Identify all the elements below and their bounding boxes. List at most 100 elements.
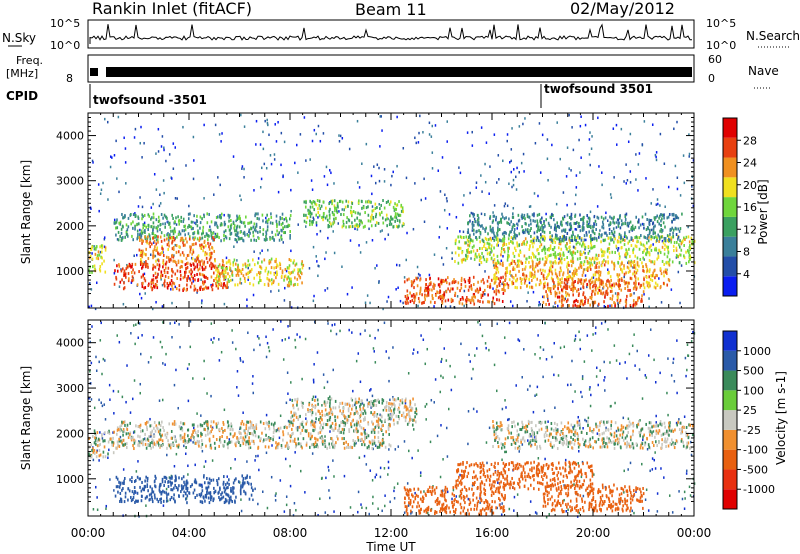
heatmap-cell (137, 336, 140, 339)
heatmap-cell (626, 221, 629, 225)
heatmap-cell (129, 264, 131, 268)
heatmap-cell (481, 293, 484, 297)
heatmap-cell (396, 482, 399, 485)
heatmap-cell (195, 259, 198, 263)
heatmap-cell (301, 281, 303, 285)
heatmap-cell (683, 236, 685, 240)
heatmap-cell (393, 496, 396, 500)
heatmap-cell (461, 302, 464, 306)
heatmap-cell (496, 233, 499, 237)
heatmap-cell (142, 281, 144, 285)
heatmap-cell (90, 288, 93, 291)
heatmap-cell (174, 243, 177, 247)
heatmap-cell (497, 270, 500, 274)
heatmap-cell (433, 283, 436, 287)
heatmap-cell (514, 262, 517, 266)
heatmap-cell (469, 279, 471, 283)
heatmap-cell (470, 287, 473, 291)
heatmap-cell (278, 238, 281, 242)
heatmap-cell (603, 300, 605, 304)
heatmap-cell (113, 412, 115, 415)
heatmap-cell (155, 276, 157, 280)
heatmap-cell (512, 178, 515, 182)
heatmap-cell (607, 271, 609, 275)
heatmap-cell (299, 335, 301, 339)
heatmap-cell (513, 168, 515, 171)
heatmap-cell (139, 196, 141, 199)
heatmap-cell (611, 297, 614, 301)
heatmap-cell (392, 395, 394, 399)
heatmap-cell (595, 277, 598, 281)
heatmap-cell (536, 263, 539, 267)
heatmap-cell (181, 265, 183, 269)
heatmap-cell (465, 241, 467, 245)
heatmap-cell (281, 271, 284, 275)
heatmap-cell (406, 482, 409, 485)
heatmap-cell (175, 223, 178, 226)
heatmap-cell (528, 205, 531, 209)
heatmap-cell (608, 227, 611, 231)
heatmap-cell (563, 236, 566, 240)
heatmap-cell (190, 281, 193, 285)
heatmap-cell (560, 269, 562, 273)
heatmap-cell (91, 252, 93, 255)
heatmap-cell (500, 253, 502, 257)
heatmap-cell (425, 418, 427, 421)
heatmap-cell (632, 227, 634, 231)
heatmap-cell (568, 263, 570, 267)
heatmap-cell (554, 292, 557, 296)
heatmap-cell (99, 442, 102, 446)
heatmap-cell (218, 275, 220, 279)
heatmap-cell (380, 203, 382, 207)
noise-bottom-tick-right: 10^0 (706, 39, 736, 52)
heatmap-cell (656, 492, 659, 495)
heatmap-cell (359, 251, 362, 254)
heatmap-cell (114, 221, 117, 225)
heatmap-cell (368, 512, 370, 516)
heatmap-cell (386, 300, 388, 303)
heatmap-cell (370, 406, 372, 409)
heatmap-cell (583, 243, 586, 247)
heatmap-cell (538, 252, 540, 256)
heatmap-cell (403, 440, 406, 443)
heatmap-cell (643, 269, 645, 273)
heatmap-cell (412, 227, 415, 231)
heatmap-cell (276, 229, 278, 233)
heatmap-cell (416, 351, 419, 354)
heatmap-cell (546, 157, 549, 161)
heatmap-cell (183, 287, 185, 291)
heatmap-cell (229, 267, 231, 271)
heatmap-cell (504, 399, 506, 402)
heatmap-cell (282, 175, 284, 179)
heatmap-cell (313, 218, 315, 221)
heatmap-cell (470, 211, 473, 215)
heatmap-cell (643, 278, 645, 282)
heatmap-cell (370, 174, 373, 178)
heatmap-cell (152, 212, 155, 216)
heatmap-cell (649, 230, 651, 234)
heatmap-cell (586, 285, 588, 289)
heatmap-cell (650, 228, 653, 232)
heatmap-cell (484, 180, 487, 184)
heatmap-cell (256, 335, 259, 338)
heatmap-cell (636, 261, 639, 265)
heatmap-cell (620, 223, 623, 227)
heatmap-cell (411, 282, 414, 286)
heatmap-cell (370, 215, 372, 219)
heatmap-cell (639, 285, 642, 289)
heatmap-cell (141, 261, 143, 265)
heatmap-cell (226, 475, 229, 478)
heatmap-cell (521, 443, 524, 446)
heatmap-cell (317, 274, 319, 278)
heatmap-cell (382, 199, 384, 203)
heatmap-cell (559, 284, 562, 288)
heatmap-cell (197, 278, 200, 282)
heatmap-cell (403, 511, 406, 514)
heatmap-cell (577, 234, 579, 238)
heatmap-cell (187, 275, 190, 279)
heatmap-cell (295, 143, 298, 147)
heatmap-cell (601, 233, 603, 237)
heatmap-cell (277, 233, 279, 236)
